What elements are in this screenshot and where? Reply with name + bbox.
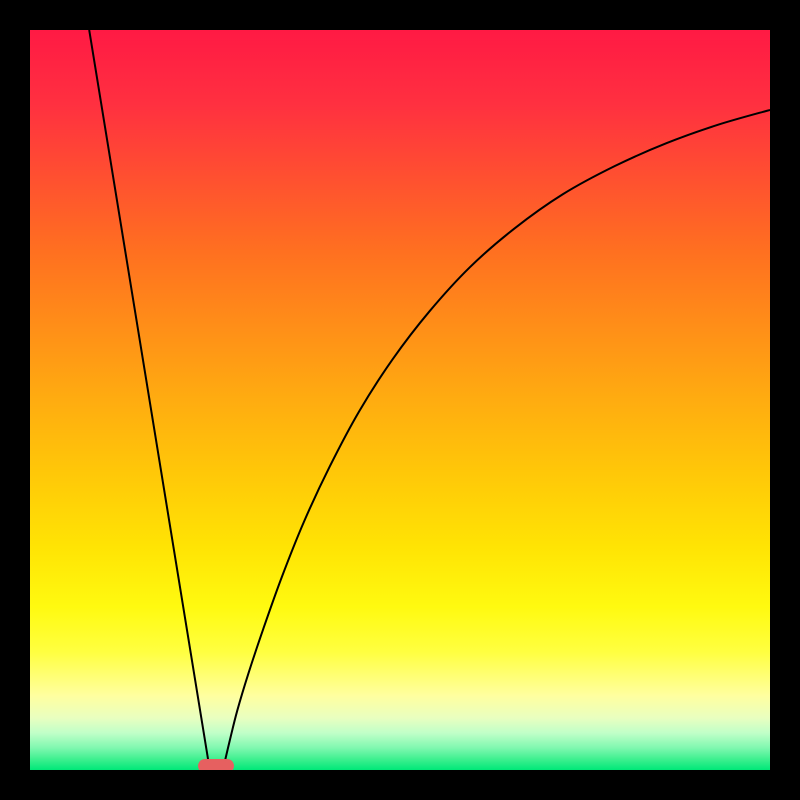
plot-area [30,30,770,770]
curve-left-segment [89,30,209,766]
frame-border [770,0,800,800]
frame-border [0,770,800,800]
bottleneck-curve [30,30,770,770]
curve-right-segment [224,110,770,766]
optimal-point-marker [198,759,234,770]
frame-border [0,0,800,30]
frame-border [0,0,30,800]
